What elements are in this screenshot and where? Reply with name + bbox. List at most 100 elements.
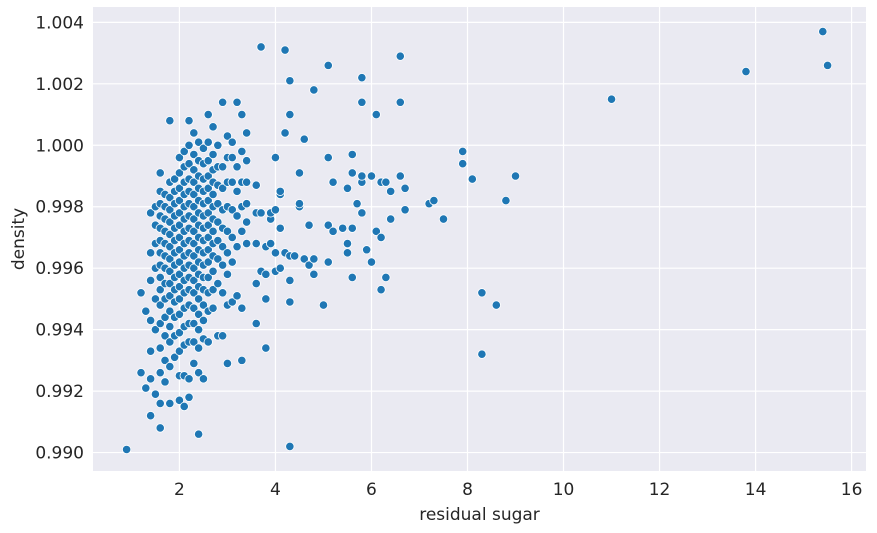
data-point: [232, 97, 242, 107]
data-point: [270, 205, 281, 215]
data-point: [381, 177, 391, 187]
data-point: [198, 143, 209, 153]
data-point: [251, 278, 261, 289]
data-point: [242, 199, 252, 209]
data-point: [371, 226, 381, 236]
data-point: [203, 257, 213, 267]
data-point: [184, 392, 194, 402]
data-point: [299, 254, 309, 264]
data-point: [395, 97, 405, 107]
data-point: [251, 180, 261, 190]
data-point: [165, 398, 175, 408]
data-point: [237, 355, 247, 365]
data-point: [285, 297, 295, 307]
data-point: [237, 146, 247, 157]
data-point: [155, 423, 165, 433]
data-point: [146, 374, 156, 384]
data-point: [165, 116, 175, 126]
data-point: [189, 288, 199, 298]
y-axis-label: density: [9, 208, 29, 270]
data-point: [208, 149, 218, 160]
data-point: [194, 137, 204, 147]
data-point: [150, 294, 161, 304]
data-point: [227, 152, 237, 163]
data-point: [261, 343, 271, 353]
data-point: [194, 343, 204, 353]
data-point: [165, 192, 175, 203]
data-point: [203, 171, 213, 181]
data-point: [189, 128, 199, 138]
data-point: [606, 94, 617, 104]
data-point: [155, 168, 165, 178]
data-point: [189, 189, 199, 200]
y-gridlines: [93, 21, 866, 454]
data-point: [304, 220, 314, 230]
data-point: [218, 331, 228, 341]
data-point: [227, 137, 237, 147]
data-point: [203, 337, 213, 347]
data-point: [218, 183, 228, 193]
data-point: [194, 294, 204, 304]
x-tick-label: 8: [462, 480, 473, 500]
data-point: [256, 42, 266, 52]
x-axis-label: residual sugar: [419, 505, 540, 525]
data-point: [318, 300, 329, 310]
y-tick-label: 0.994: [35, 321, 84, 341]
data-point: [232, 211, 242, 221]
data-point: [352, 199, 362, 209]
data-point: [477, 288, 487, 298]
data-point: [237, 226, 247, 236]
data-point: [381, 272, 391, 283]
data-point: [165, 254, 175, 264]
data-point: [198, 374, 209, 384]
data-point: [400, 183, 410, 193]
data-point: [477, 349, 487, 359]
data-point: [189, 214, 199, 224]
data-point: [165, 266, 175, 276]
data-point: [232, 162, 242, 172]
data-point: [342, 239, 353, 249]
data-point: [290, 251, 300, 261]
data-point: [395, 51, 405, 61]
data-point: [227, 177, 237, 187]
data-point: [342, 248, 353, 258]
data-point: [822, 60, 833, 70]
data-point: [491, 300, 501, 310]
y-tick-label: 1.000: [35, 136, 84, 156]
y-tick-labels: 0.990 0.992 0.994 0.996 0.998 1.000 1.002 1.004: [35, 13, 84, 463]
data-point: [438, 214, 449, 224]
data-point: [174, 183, 185, 193]
data-point: [242, 217, 252, 227]
data-point: [395, 171, 405, 181]
data-point: [165, 291, 175, 301]
data-point: [338, 223, 348, 233]
y-tick-label: 0.998: [35, 198, 84, 218]
data-point: [347, 272, 357, 283]
data-point: [251, 318, 261, 329]
data-point: [741, 66, 751, 77]
data-point: [165, 361, 175, 372]
data-point: [203, 208, 213, 218]
data-point: [222, 358, 233, 369]
data-point: [366, 171, 377, 181]
x-tick-labels: 2 4 6 8 10 12 14 16: [174, 480, 862, 500]
data-point: [347, 223, 357, 233]
data-point: [294, 199, 305, 209]
data-point: [366, 257, 377, 267]
data-point: [146, 315, 156, 326]
data-point: [165, 278, 175, 289]
x-tick-label: 10: [553, 480, 575, 500]
data-point: [467, 174, 477, 184]
data-point: [218, 260, 228, 270]
data-point: [146, 346, 156, 356]
x-tick-label: 2: [174, 480, 185, 500]
data-point: [203, 232, 213, 243]
data-point: [376, 285, 386, 295]
data-point: [150, 325, 161, 335]
data-point: [227, 205, 237, 215]
data-point: [222, 131, 233, 141]
data-point: [198, 300, 209, 310]
data-point: [174, 257, 185, 267]
data-point: [189, 337, 199, 347]
data-point: [189, 149, 199, 160]
